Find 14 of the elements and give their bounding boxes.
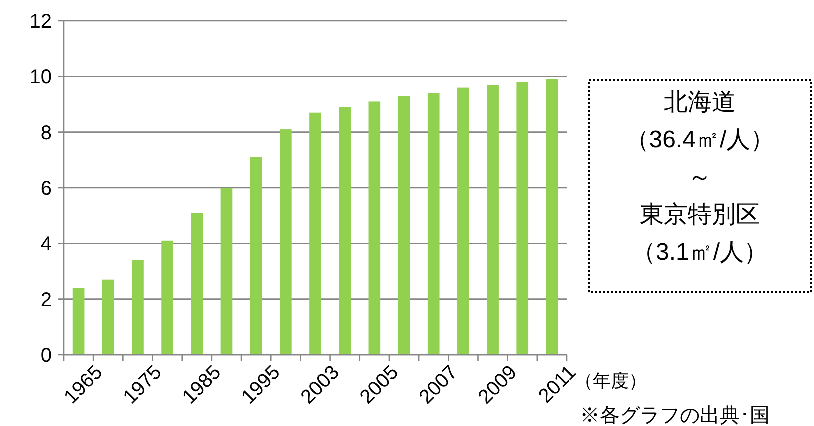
y-tick-label: 4 [40, 234, 52, 256]
y-tick-label: 0 [40, 345, 52, 367]
y-tick-label: 12 [30, 11, 52, 33]
y-tick-label: 10 [30, 66, 52, 89]
y-tick-label: 6 [40, 178, 52, 200]
text: ※各グラフの出典･国 [580, 405, 770, 426]
text: 東京特別区 [640, 202, 760, 228]
text: ～ [688, 164, 712, 191]
y-tick-label: 8 [40, 122, 52, 144]
y-tick-label: 2 [40, 289, 52, 312]
text: （3.1㎡/人） [632, 239, 768, 266]
text: （36.4㎡/人） [625, 126, 775, 154]
x-axis-title: （年度） [575, 371, 647, 391]
text: 北海道 [664, 89, 736, 116]
